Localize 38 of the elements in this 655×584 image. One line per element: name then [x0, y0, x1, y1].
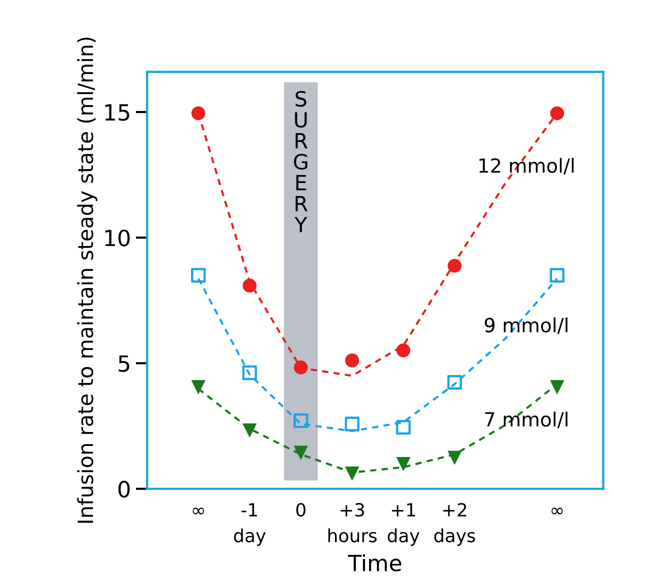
y-tick-label: 5: [118, 355, 130, 372]
text: 12 mmol/l: [479, 158, 574, 174]
x-axis-title: Time: [348, 554, 402, 572]
x-tick-label: +3 hours: [328, 503, 377, 542]
point: [448, 258, 462, 273]
point: [396, 343, 410, 358]
point: [550, 268, 564, 283]
point: [191, 106, 206, 120]
x-tick-label: ∞: [552, 508, 563, 514]
x-tick-label: +2 days: [434, 503, 476, 546]
series-label: 9 mmol/l: [484, 317, 568, 334]
point: [550, 106, 564, 120]
point: [294, 360, 308, 374]
point: [242, 365, 257, 380]
y-tick-label: 0: [118, 480, 130, 498]
y-axis-title: Infusion rate to maintain steady state (ml/min): [77, 38, 98, 523]
y-tick-label: 10: [105, 230, 130, 246]
point: [396, 420, 411, 435]
point: [448, 450, 462, 465]
point: [345, 466, 360, 480]
point: [242, 278, 257, 293]
x-tick-label: +1 day: [388, 503, 420, 546]
x-tick-label: 0: [296, 503, 306, 517]
point: [242, 423, 257, 438]
x-tick-label: -1 day: [234, 503, 266, 546]
point: [447, 374, 462, 390]
point: [294, 446, 308, 460]
series-label: 7 mmol/l: [485, 412, 568, 428]
band-label: SURGERY: [294, 90, 308, 232]
point: [191, 268, 206, 283]
point: [191, 380, 206, 394]
point: [396, 457, 410, 471]
point: [294, 413, 308, 428]
point: [550, 380, 564, 394]
y-tick-label: 15: [105, 104, 130, 121]
point: [344, 416, 360, 432]
point: [345, 354, 360, 368]
x-tick-label: ∞: [192, 508, 204, 514]
